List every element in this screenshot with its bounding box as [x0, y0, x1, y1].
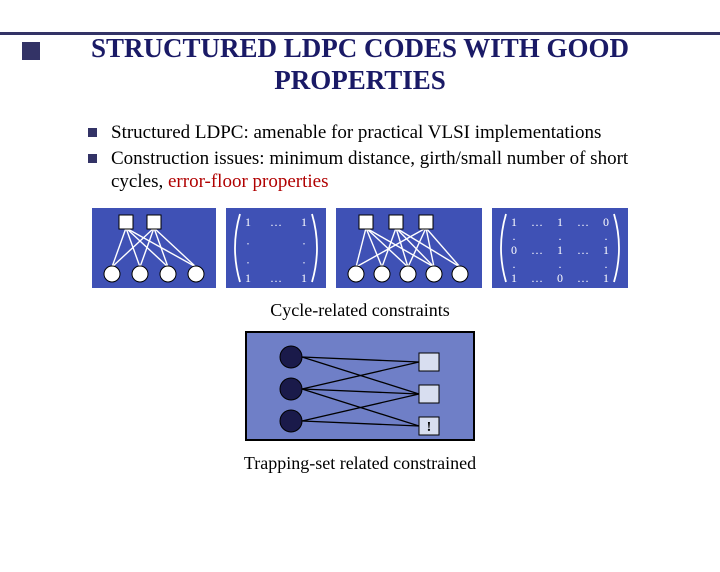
bullet-list: Structured LDPC: amenable for practical … — [88, 121, 660, 194]
bullet-text: Construction issues: minimum distance, g… — [111, 147, 660, 195]
svg-text:.: . — [303, 234, 306, 248]
title-line2: PROPERTIES — [274, 65, 446, 95]
svg-text:…: … — [531, 243, 543, 257]
cycle-caption: Cycle-related constraints — [0, 300, 720, 321]
svg-text:…: … — [577, 271, 589, 285]
svg-text:…: … — [270, 271, 282, 285]
svg-text:1: 1 — [511, 215, 517, 229]
graph-panel-2 — [336, 208, 482, 288]
svg-text:0: 0 — [557, 271, 563, 285]
top-accent-square — [22, 42, 40, 60]
svg-text:0: 0 — [511, 243, 517, 257]
matrix-panel-2: 1…1…0...0…1…1...1…0…1 — [492, 208, 628, 288]
svg-text:.: . — [559, 229, 562, 243]
cycle-panels-row: 1…1....1…1 1…1…0...0…1…1...1…0…1 — [0, 208, 720, 288]
svg-text:1: 1 — [245, 271, 251, 285]
svg-text:…: … — [270, 215, 282, 229]
svg-text:!: ! — [427, 420, 432, 435]
graph-panel-1 — [92, 208, 216, 288]
svg-text:.: . — [513, 229, 516, 243]
bullet-item: Construction issues: minimum distance, g… — [88, 147, 660, 195]
svg-text:1: 1 — [301, 215, 307, 229]
trapping-set-diagram: ! — [245, 331, 475, 441]
svg-text:.: . — [247, 234, 250, 248]
bullet-text-highlight: error-floor properties — [168, 171, 329, 192]
bullet-marker — [88, 128, 97, 137]
svg-text:.: . — [605, 257, 608, 271]
bullet-marker — [88, 154, 97, 163]
svg-text:1: 1 — [603, 271, 609, 285]
svg-text:…: … — [577, 215, 589, 229]
svg-text:1: 1 — [603, 243, 609, 257]
svg-text:1: 1 — [301, 271, 307, 285]
svg-text:.: . — [605, 229, 608, 243]
svg-text:0: 0 — [603, 215, 609, 229]
svg-text:.: . — [513, 257, 516, 271]
page-title: STRUCTURED LDPC CODES WITH GOOD PROPERTI… — [0, 32, 720, 97]
matrix-panel-1: 1 … 1.... 1 … 1 — [226, 208, 326, 288]
svg-text:1: 1 — [245, 215, 251, 229]
svg-text:1: 1 — [557, 215, 563, 229]
svg-text:…: … — [577, 243, 589, 257]
svg-text:.: . — [559, 257, 562, 271]
trap-caption: Trapping-set related constrained — [0, 453, 720, 474]
svg-text:.: . — [303, 252, 306, 266]
bullet-item: Structured LDPC: amenable for practical … — [88, 121, 660, 145]
bullet-text: Structured LDPC: amenable for practical … — [111, 121, 601, 145]
top-accent-bar — [0, 32, 720, 35]
title-line1: STRUCTURED LDPC CODES WITH GOOD — [91, 33, 629, 63]
svg-text:1: 1 — [511, 271, 517, 285]
svg-text:…: … — [531, 271, 543, 285]
svg-text:…: … — [531, 215, 543, 229]
svg-text:.: . — [247, 252, 250, 266]
svg-text:1: 1 — [557, 243, 563, 257]
